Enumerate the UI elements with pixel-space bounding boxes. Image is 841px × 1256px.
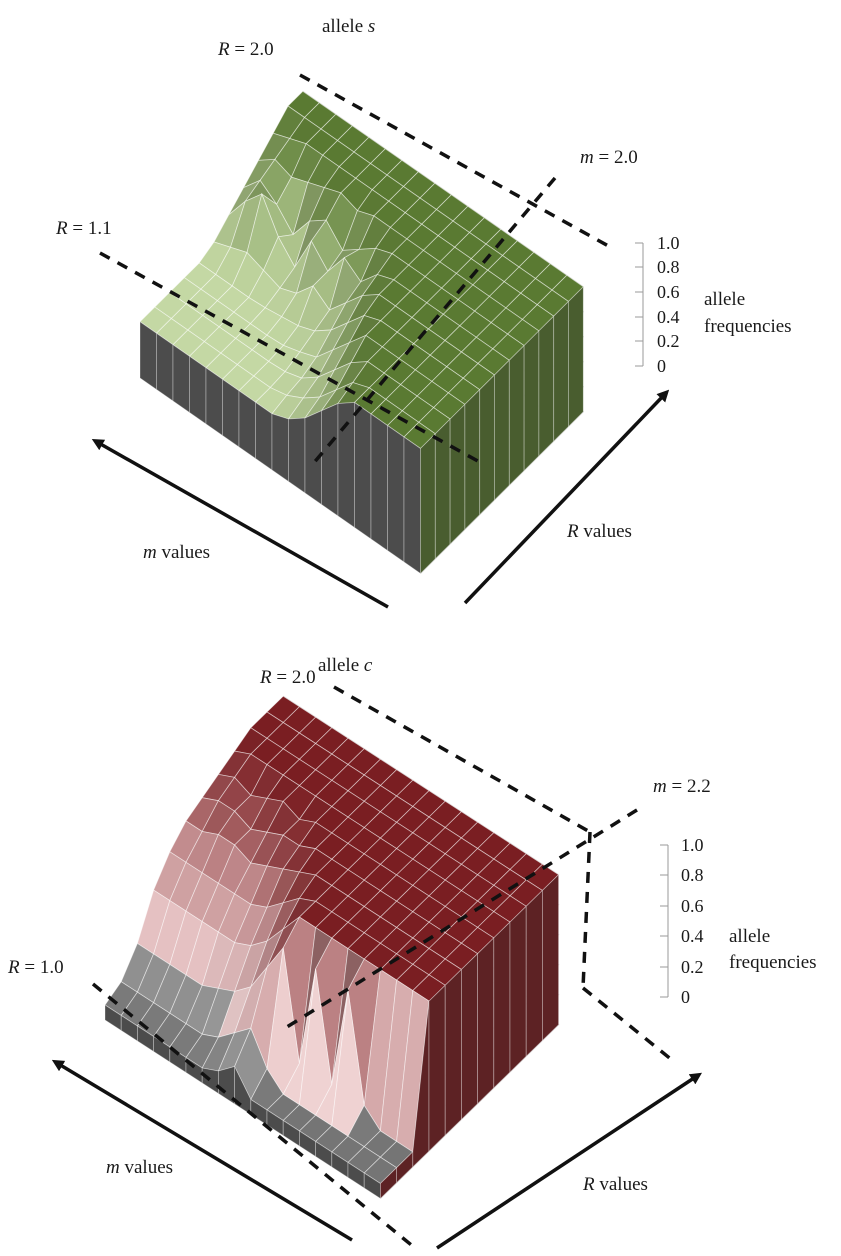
threshold-line-m2 xyxy=(310,176,557,467)
threshold-line-r2 xyxy=(333,685,591,834)
surface-skirt-cell xyxy=(403,436,421,575)
z-tick-label: 0.8 xyxy=(657,257,680,277)
z-tick-label: 0.2 xyxy=(681,957,704,977)
r-axis-label: R values xyxy=(566,521,632,542)
threshold-label-r1: R = 1.0 xyxy=(7,957,64,978)
surface-skirt-cell xyxy=(509,905,527,1074)
threshold-line-m2-floor xyxy=(581,986,674,1062)
surface-skirt-cell xyxy=(205,366,223,437)
surface-skirt-cell xyxy=(420,432,436,575)
z-tick-label: 0 xyxy=(657,356,666,376)
surface-skirt-cell xyxy=(222,378,240,448)
surface-skirt-cell xyxy=(553,300,569,443)
m-axis-label: m values xyxy=(106,1157,173,1178)
threshold-line-r1 xyxy=(91,982,417,1250)
threshold-label-r1: R = 1.1 xyxy=(55,218,112,239)
z-tick-label: 0.4 xyxy=(681,926,704,946)
z-axis-label-line1: allele xyxy=(729,926,770,947)
m-axis-label: m values xyxy=(143,542,210,563)
surface-skirt-cell xyxy=(337,402,355,529)
threshold-line-m2-drop xyxy=(581,831,592,989)
panel-allele-c: allele c R = 2.0 R = 1.0 m = 2.2 1.0 0.8… xyxy=(7,655,817,1250)
surface-skirt-cell xyxy=(354,401,372,540)
z-axis-label-line2: frequencies xyxy=(729,952,817,973)
z-axis-label-line1: allele xyxy=(704,289,745,310)
surface-skirt-cell xyxy=(156,332,174,402)
panel-allele-s: allele s R = 2.0 R = 1.1 m = 2.0 1.0 0.8… xyxy=(55,16,792,609)
z-axis: 1.0 0.8 0.6 0.4 0.2 0 allele frequencies xyxy=(635,233,792,376)
surface-skirt-cell xyxy=(189,355,207,425)
threshold-line-m2 xyxy=(281,808,638,1032)
z-tick-label: 0 xyxy=(681,987,690,1007)
surface-skirt-cell xyxy=(538,315,555,457)
surface-skirt-cell xyxy=(568,285,584,428)
surface-skirt-cell xyxy=(271,413,289,483)
surface-skirt-cell xyxy=(139,320,157,391)
r-axis-label: R values xyxy=(582,1174,648,1195)
surface-skirt-cell xyxy=(525,889,543,1058)
threshold-label-m2: m = 2.0 xyxy=(580,147,638,168)
surface-skirt-cell xyxy=(542,873,559,1042)
z-axis-label-line2: frequencies xyxy=(704,316,792,337)
z-tick-label: 1.0 xyxy=(657,233,680,253)
surface-skirt-cell xyxy=(387,424,405,563)
r-axis-arrow xyxy=(436,1072,703,1250)
surface-skirt-cell xyxy=(321,402,339,517)
z-tick-label: 0.6 xyxy=(681,896,704,916)
threshold-label-r2: R = 2.0 xyxy=(217,39,274,60)
z-tick-label: 0.8 xyxy=(681,865,704,885)
z-tick-label: 0.2 xyxy=(657,331,680,351)
surface-skirt-cell xyxy=(494,359,510,501)
surface-skirt-cell xyxy=(479,374,495,516)
surface-skirt-cell xyxy=(238,389,256,460)
surface-skirt-cell xyxy=(477,936,495,1105)
surface-allele-s xyxy=(139,90,584,575)
panel-title: allele s xyxy=(322,16,375,37)
z-axis: 1.0 0.8 0.6 0.4 0.2 0 allele frequencies xyxy=(660,835,817,1007)
threshold-line-r1 xyxy=(99,251,486,467)
m-axis-arrow xyxy=(91,439,389,609)
surface-skirt-cell xyxy=(172,343,190,414)
surface-skirt-cell xyxy=(201,1067,219,1095)
surface-skirt-cell xyxy=(428,984,446,1153)
z-tick-label: 0.4 xyxy=(657,307,680,327)
r-axis-arrow xyxy=(463,389,670,605)
z-tick-label: 0.6 xyxy=(657,282,680,302)
threshold-label-m2: m = 2.2 xyxy=(653,776,711,797)
surface-skirt-cell xyxy=(255,401,273,471)
surface-skirt-cell xyxy=(449,403,466,546)
surface-skirt-cell xyxy=(523,329,540,472)
panel-title: allele c xyxy=(318,655,373,676)
m-axis-arrow xyxy=(51,1059,353,1242)
surface-skirt-cell xyxy=(460,952,479,1121)
surface-skirt-cell xyxy=(288,417,306,494)
threshold-label-r2: R = 2.0 xyxy=(259,667,316,688)
surface-skirt-cell xyxy=(508,344,525,487)
surface-allele-c xyxy=(104,695,560,1200)
z-tick-label: 1.0 xyxy=(681,835,704,855)
surface-skirt-cell xyxy=(370,413,388,552)
surface-skirt-cell xyxy=(444,968,462,1137)
surface-skirt-cell xyxy=(493,921,511,1089)
